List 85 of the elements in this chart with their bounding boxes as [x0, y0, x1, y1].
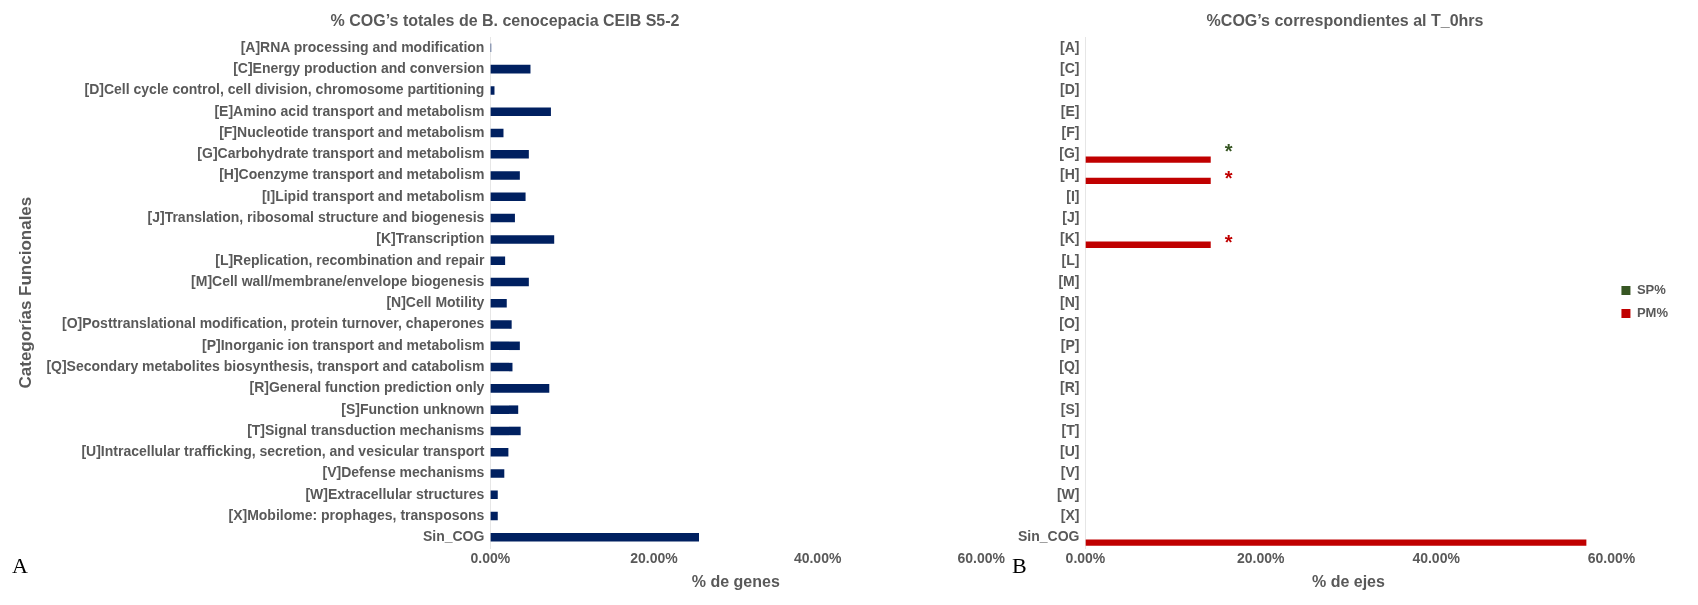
chart-title: %COG’s correspondientes al T_0hrs: [1206, 12, 1484, 30]
bar: [490, 213, 515, 223]
x-tick-label: 60.00%: [1587, 550, 1636, 567]
y-tick-label: [L]: [1061, 251, 1080, 268]
y-tick-label: [X]: [1060, 506, 1080, 523]
y-tick-label: [V]Defense mechanisms: [322, 464, 485, 481]
x-tick-label: 20.00%: [1237, 550, 1286, 567]
bar: [490, 341, 520, 351]
bar: [490, 171, 520, 180]
y-tick-label: [D]: [1060, 81, 1080, 98]
bar: [490, 384, 550, 393]
x-tick-label: 60.00%: [957, 550, 1006, 567]
bar: [490, 533, 700, 542]
y-tick-label: [M]Cell wall/membrane/envelope biogenesis: [191, 272, 485, 289]
y-tick-label: [T]: [1061, 421, 1080, 438]
y-tick-label: Sin_COG: [422, 528, 485, 545]
bar: [490, 405, 519, 414]
y-tick-label: Sin_COG: [1017, 528, 1080, 545]
y-tick-label: [O]Posttranslational modification, protein turnover, chaperones: [61, 315, 485, 332]
x-axis-title: % de ejes: [1311, 572, 1386, 590]
y-tick-label: [G]: [1059, 145, 1080, 162]
y-tick-label: [J]Translation, ribosomal structure and biogenesis: [147, 208, 485, 225]
y-tick-label: [S]Function unknown: [341, 400, 485, 417]
annotation: *: [1224, 230, 1233, 253]
y-tick-label: [H]: [1060, 166, 1080, 183]
annotation: *: [1224, 167, 1233, 190]
y-tick-label: [R]General function prediction only: [249, 379, 485, 396]
bar: [490, 256, 506, 265]
y-tick-label: [V]: [1060, 464, 1080, 481]
y-tick-label: [Q]Secondary metabolites biosynthesis, transport and catabolism: [46, 357, 485, 374]
y-tick-label: [K]: [1060, 230, 1080, 247]
y-tick-label: [E]Amino acid transport and metabolism: [214, 102, 485, 119]
x-tick-label: 20.00%: [630, 550, 679, 567]
y-tick-label: [D]Cell cycle control, cell division, chromosome partitioning: [84, 81, 485, 98]
text: B: [1012, 552, 1027, 578]
bar: [490, 107, 551, 116]
y-tick-label: [N]: [1060, 294, 1080, 311]
y-tick-label: [A]: [1060, 38, 1080, 55]
y-tick-label: [M]: [1058, 272, 1080, 289]
legend-label: PM%: [1636, 305, 1669, 321]
bar: [490, 298, 507, 308]
y-tick-label: [O]: [1059, 315, 1080, 332]
y-tick-label: [I]Lipid transport and metabolism: [261, 187, 485, 204]
x-tick-label: 0.00%: [1065, 550, 1106, 567]
x-tick-label: 0.00%: [470, 550, 511, 567]
y-tick-label: [I]: [1066, 187, 1080, 204]
y-tick-label: [J]: [1062, 208, 1080, 225]
y-tick-label: [Q]: [1059, 357, 1080, 374]
y-tick-label: [U]: [1060, 443, 1080, 460]
y-tick-label: [N]Cell Motility: [386, 294, 485, 311]
y-tick-label: [T]Signal transduction mechanisms: [247, 421, 485, 438]
y-tick-label: [F]: [1061, 123, 1080, 140]
y-tick-label: [S]: [1060, 400, 1080, 417]
y-tick-label: [X]Mobilome: prophages, transposons: [228, 506, 485, 523]
bar: [490, 235, 555, 244]
y-axis-title: Categorías Funcionales: [15, 196, 35, 389]
y-tick-label: [H]Coenzyme transport and metabolism: [219, 166, 485, 183]
y-tick-label: [G]Carbohydrate transport and metabolism: [197, 145, 485, 162]
x-axis-title: % de genes: [691, 572, 780, 590]
annotation: *: [1224, 139, 1233, 162]
y-tick-label: [P]: [1060, 336, 1080, 353]
bar: [490, 150, 529, 159]
bar: [490, 469, 505, 478]
y-tick-label: [P]Inorganic ion transport and metabolism: [202, 336, 485, 353]
bar: [490, 64, 531, 74]
x-tick-label: 40.00%: [793, 550, 842, 567]
legend-label: SP%: [1636, 282, 1667, 298]
bar: [490, 277, 529, 287]
y-tick-label: [C]: [1060, 59, 1080, 76]
x-tick-label: 40.00%: [1412, 550, 1461, 567]
bar: [490, 426, 521, 436]
y-tick-label: [R]: [1060, 379, 1080, 396]
chart-title: % COG’s totales de B. cenocepacia CEIB S5-2: [330, 12, 680, 30]
text: A: [12, 552, 28, 578]
y-tick-label: [K]Transcription: [376, 230, 485, 247]
y-tick-label: [C]Energy production and conversion: [233, 59, 485, 76]
y-tick-label: [L]Replication, recombination and repair: [215, 251, 485, 268]
bar: [490, 320, 512, 329]
y-tick-label: [U]Intracellular trafficking, secretion, and vesicular transport: [81, 443, 485, 460]
bar: [490, 192, 526, 202]
y-tick-label: [W]: [1056, 485, 1080, 502]
y-tick-label: [F]Nucleotide transport and metabolism: [219, 123, 485, 140]
y-tick-label: [A]RNA processing and modification: [240, 38, 485, 55]
y-tick-label: [E]: [1060, 102, 1080, 119]
y-tick-label: [W]Extracellular structures: [305, 485, 485, 502]
